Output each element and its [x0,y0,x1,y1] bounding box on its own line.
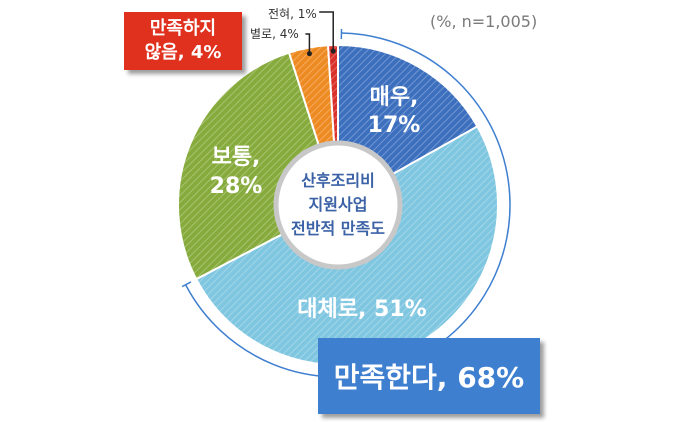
slice-value-botong: 28% [210,174,263,199]
negative-summary-line-1: 만족하지 [149,18,217,39]
negative-summary-box: 만족하지 않음, 4% [124,12,242,70]
leader-line-jeonhyeo [319,11,334,52]
slice-label-byeolro: 별로, 4% [250,27,299,41]
leader-line-byeolro [305,33,311,54]
positive-group-bracket [184,32,511,378]
positive-summary-text: 만족한다, 68% [333,361,525,394]
slice-value-maeu: 17% [368,113,421,138]
negative-summary-line-2: 않음, 4% [144,42,222,63]
leader-dot-jeonhyeo [330,48,336,54]
center-label-line-2: 지원사업 [309,195,368,214]
slice-label-botong: 보통, [212,145,261,170]
slice-label-daecherro: 대체로, 51% [297,297,426,322]
center-label-line-3: 전반적 만족도 [291,219,385,238]
center-circle [273,140,403,270]
sample-note: (%, n=1,005) [430,12,538,31]
center-label-line-1: 산후조리비 [301,171,375,190]
positive-summary-box: 만족한다, 68% [318,338,540,414]
positive-group-bracket-tick [181,281,192,288]
slice-label-maeu: 매우, [370,85,419,110]
slice-label-jeonhyeo: 전혀, 1% [268,7,317,21]
leader-dot-byeolro [306,51,312,57]
